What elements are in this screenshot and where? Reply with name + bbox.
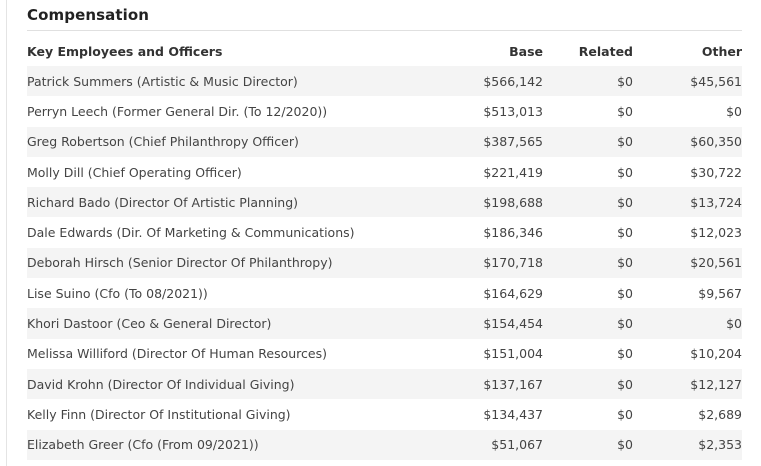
other-pay-cell: $0 [633, 308, 742, 339]
table-row: Patrick Summers (Artistic & Music Direct… [27, 66, 742, 97]
other-pay-cell: $2,689 [698, 406, 742, 422]
compensation-table: Key Employees and Officers Base Related … [27, 36, 742, 460]
related-pay-cell: $0 [543, 187, 633, 218]
employee-name-cell: Lise Suino (Cfo (To 08/2021)) [27, 285, 208, 301]
title-divider [27, 30, 742, 31]
base-pay-cell: $566,142 [455, 66, 543, 97]
table-row: Molly Dill (Chief Operating Officer) $221… [27, 157, 742, 187]
employee-name-cell: Perryn Leech (Former General Dir. (To 12… [27, 103, 328, 119]
table-row: Elizabeth Greer (Cfo (From 09/2021)) $51,… [27, 429, 742, 460]
table-row: David Krohn (Director Of Individual Givi… [27, 368, 742, 400]
base-pay-cell: $198,688 [455, 187, 543, 218]
table-row: Melissa Williford (Director Of Human Res… [27, 339, 742, 369]
table-row: Deborah Hirsch (Senior Director Of Phila… [27, 247, 742, 279]
header-key-employees: Key Employees and Officers [27, 43, 223, 59]
table-row: Richard Bado (Director Of Artistic Plann… [27, 187, 742, 218]
base-pay-cell: $387,565 [455, 126, 543, 157]
related-pay-cell: $0 [617, 406, 633, 422]
other-pay-cell: $20,561 [633, 247, 742, 279]
employee-name-cell: Melissa Williford (Director Of Human Res… [27, 346, 327, 362]
employee-name-cell: Khori Dastoor (Ceo & General Director) [27, 308, 455, 339]
base-pay-cell: $186,346 [483, 225, 543, 241]
base-pay-cell: $134,437 [483, 406, 543, 422]
employee-name-cell: Molly Dill (Chief Operating Officer) [27, 164, 242, 180]
base-pay-cell: $170,718 [455, 247, 543, 279]
base-pay-cell: $513,013 [483, 103, 543, 119]
related-pay-cell: $0 [617, 225, 633, 241]
employee-name-cell: Elizabeth Greer (Cfo (From 09/2021)) [27, 429, 455, 460]
related-pay-cell: $0 [617, 346, 633, 362]
other-pay-cell: $0 [726, 103, 742, 119]
other-pay-cell: $10,204 [690, 346, 742, 362]
related-pay-cell: $0 [543, 247, 633, 279]
employee-name-cell: Deborah Hirsch (Senior Director Of Phila… [27, 247, 455, 279]
base-pay-cell: $221,419 [483, 164, 543, 180]
employee-name-cell: Dale Edwards (Dir. Of Marketing & Commun… [27, 225, 355, 241]
base-pay-cell: $51,067 [455, 429, 543, 460]
header-other: Other [701, 43, 742, 59]
other-pay-cell: $12,127 [633, 368, 742, 400]
related-pay-cell: $0 [543, 66, 633, 97]
employee-name-cell: David Krohn (Director Of Individual Givi… [27, 368, 455, 400]
table-row: Greg Robertson (Chief Philanthropy Offic… [27, 126, 742, 157]
related-pay-cell: $0 [617, 103, 633, 119]
related-pay-cell: $0 [543, 368, 633, 400]
other-pay-cell: $45,561 [633, 66, 742, 97]
other-pay-cell: $30,722 [690, 164, 742, 180]
table-row: Dale Edwards (Dir. Of Marketing & Commun… [27, 217, 742, 247]
section-title: Compensation [27, 6, 150, 24]
base-pay-cell: $164,629 [483, 285, 543, 301]
other-pay-cell: $12,023 [690, 225, 742, 241]
left-border [6, 0, 7, 466]
related-pay-cell: $0 [543, 308, 633, 339]
table-body: Patrick Summers (Artistic & Music Direct… [27, 66, 742, 460]
base-pay-cell: $151,004 [483, 346, 543, 362]
employee-name-cell: Patrick Summers (Artistic & Music Direct… [27, 66, 455, 97]
related-pay-cell: $0 [543, 429, 633, 460]
table-header-row: Key Employees and Officers Base Related … [27, 36, 742, 66]
header-base: Base [509, 43, 543, 59]
employee-name-cell: Richard Bado (Director Of Artistic Plann… [27, 187, 455, 218]
table-row: Kelly Finn (Director Of Institutional Gi… [27, 399, 742, 429]
table-row: Khori Dastoor (Ceo & General Director) $1… [27, 308, 742, 339]
other-pay-cell: $9,567 [698, 285, 742, 301]
related-pay-cell: $0 [543, 126, 633, 157]
other-pay-cell: $13,724 [633, 187, 742, 218]
header-related: Related [578, 43, 633, 59]
related-pay-cell: $0 [617, 164, 633, 180]
base-pay-cell: $137,167 [455, 368, 543, 400]
employee-name-cell: Greg Robertson (Chief Philanthropy Offic… [27, 126, 455, 157]
table-row: Lise Suino (Cfo (To 08/2021)) $164,629 $0 $… [27, 278, 742, 308]
related-pay-cell: $0 [617, 285, 633, 301]
base-pay-cell: $154,454 [455, 308, 543, 339]
other-pay-cell: $2,353 [633, 429, 742, 460]
table-row: Perryn Leech (Former General Dir. (To 12… [27, 96, 742, 126]
other-pay-cell: $60,350 [633, 126, 742, 157]
employee-name-cell: Kelly Finn (Director Of Institutional Gi… [27, 406, 291, 422]
